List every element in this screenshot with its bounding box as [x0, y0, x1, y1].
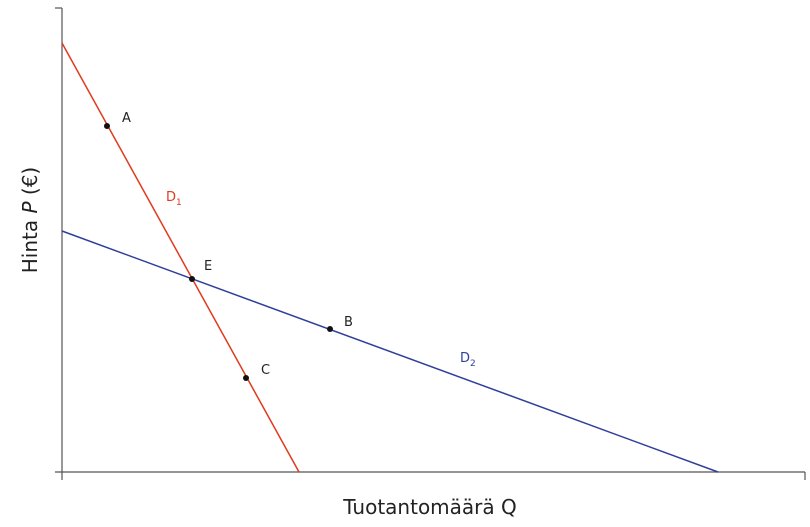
point [243, 375, 249, 381]
point-label: C [261, 363, 270, 378]
demand-curve-d1 [61, 42, 300, 473]
demand-curve-d2 [61, 230, 719, 473]
curve-label: D1 [166, 190, 182, 208]
point-label: A [122, 111, 131, 126]
point-label: B [344, 315, 353, 330]
x-axis-label: Tuotantomäärä Q [342, 495, 517, 519]
curve-label: D2 [460, 351, 476, 369]
point [189, 276, 195, 282]
y-axis-label: Hinta P (€) [18, 167, 42, 273]
point [327, 326, 333, 332]
point [104, 123, 110, 129]
point-label: E [204, 259, 212, 274]
